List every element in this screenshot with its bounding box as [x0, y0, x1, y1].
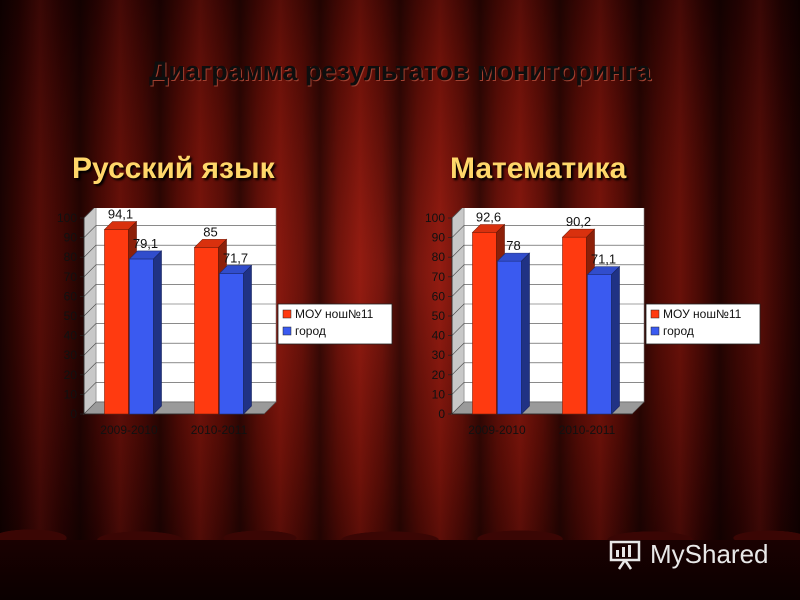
legend-swatch [282, 326, 292, 336]
y-tick-label: 80 [64, 250, 78, 264]
bar [219, 273, 244, 415]
bar [562, 236, 587, 415]
y-tick-label: 100 [57, 211, 77, 225]
y-tick-label: 40 [432, 329, 446, 343]
stage-floor [0, 540, 800, 600]
y-tick-label: 60 [432, 289, 446, 303]
watermark-text: MyShared [650, 538, 769, 569]
y-tick-label: 90 [432, 231, 446, 245]
data-label: 78 [506, 238, 520, 253]
gridline [451, 225, 644, 238]
y-tick-label: 40 [64, 329, 78, 343]
x-tick-label: 2010-2011 [191, 423, 248, 437]
y-tick-label: 20 [432, 368, 446, 382]
legend-label: МОУ нош№11 [295, 307, 374, 321]
page-title: Диаграмма результатов мониторинга [149, 56, 651, 86]
y-tick-label: 0 [70, 407, 77, 421]
legend-box [277, 303, 393, 345]
legend-label: город [663, 324, 694, 338]
chart-math-svg: 0 10 20 30 40 50 60 70 80 90 100 92,6 78 2009-2010 90,… [425, 208, 761, 437]
y-tick-label: 70 [432, 270, 446, 284]
y-tick-label: 10 [64, 387, 78, 401]
subject-title-russian: Русский язык [72, 152, 275, 185]
y-tick-label: 50 [432, 309, 446, 323]
x-tick-label: 2009-2010 [100, 423, 158, 437]
gridline [83, 225, 276, 238]
x-tick-label: 2009-2010 [468, 423, 526, 437]
gridline [451, 208, 463, 219]
legend-swatch [650, 309, 660, 319]
legend-swatch [650, 326, 660, 336]
plot-side-wall [451, 208, 465, 415]
chart-russian-svg: 0 10 20 30 40 50 60 70 80 90 100 94,179,1 2009-2010 8… [57, 208, 393, 437]
y-tick-label: 70 [64, 270, 78, 284]
y-tick-label: 100 [425, 211, 445, 225]
legend-label: город [295, 324, 326, 338]
bar [497, 260, 522, 415]
data-label: 79,1 [133, 236, 158, 251]
data-label: 94,1 [108, 208, 133, 222]
y-tick-label: 30 [64, 348, 78, 362]
data-label: 85 [203, 224, 217, 239]
bar [129, 258, 154, 415]
presentation-board-icon [609, 540, 641, 570]
chart-math: 0 10 20 30 40 50 60 70 80 90 100 92,6 78 2009-2010 90,… [410, 208, 770, 448]
watermark: MyShared [608, 534, 788, 574]
bar-side [611, 265, 620, 415]
bar-side [153, 250, 162, 415]
data-label: 90,2 [566, 214, 591, 229]
legend-box [645, 303, 761, 345]
data-label: 71,7 [223, 250, 248, 265]
bar [587, 274, 612, 415]
y-tick-label: 20 [64, 368, 78, 382]
x-tick-label: 2010-2011 [559, 423, 616, 437]
data-label: 71,1 [591, 252, 616, 267]
legend-swatch [282, 309, 292, 319]
y-tick-label: 60 [64, 289, 78, 303]
bar [472, 232, 497, 415]
chart-russian: 0 10 20 30 40 50 60 70 80 90 100 94,1 79,1 2009-2010 8… [42, 208, 402, 448]
y-tick-label: 0 [438, 407, 445, 421]
y-tick-label: 30 [432, 348, 446, 362]
y-tick-label: 10 [432, 387, 446, 401]
plot-side-wall [83, 208, 97, 415]
bar [104, 229, 129, 415]
y-tick-label: 90 [64, 231, 78, 245]
legend-label: МОУ нош№11 [663, 307, 742, 321]
bar [194, 247, 219, 415]
bar-side [243, 264, 252, 415]
subject-title-math: Математика [450, 152, 627, 185]
gridline [83, 208, 95, 219]
data-label: 92,6 [476, 210, 501, 225]
bar-side [521, 252, 530, 415]
y-tick-label: 50 [64, 309, 78, 323]
y-tick-label: 80 [432, 250, 446, 264]
